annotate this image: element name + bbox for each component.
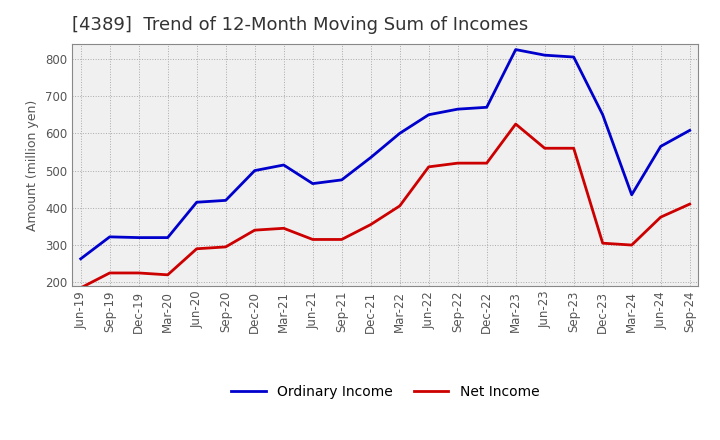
Net Income xyxy=(192,246,201,251)
Net Income xyxy=(221,244,230,249)
Line: Net Income: Net Income xyxy=(81,124,690,288)
Ordinary Income xyxy=(76,256,85,261)
Ordinary Income xyxy=(454,106,462,112)
Net Income xyxy=(395,203,404,209)
Ordinary Income xyxy=(657,144,665,149)
Ordinary Income xyxy=(598,112,607,117)
Net Income xyxy=(76,285,85,290)
Ordinary Income xyxy=(192,200,201,205)
Ordinary Income xyxy=(366,155,375,160)
Line: Ordinary Income: Ordinary Income xyxy=(81,50,690,259)
Net Income xyxy=(279,226,288,231)
Ordinary Income xyxy=(570,55,578,60)
Ordinary Income xyxy=(424,112,433,117)
Ordinary Income xyxy=(541,52,549,58)
Ordinary Income xyxy=(685,128,694,133)
Net Income xyxy=(366,222,375,227)
Net Income xyxy=(163,272,172,278)
Y-axis label: Amount (million yen): Amount (million yen) xyxy=(27,99,40,231)
Net Income xyxy=(105,270,114,275)
Net Income xyxy=(338,237,346,242)
Net Income xyxy=(454,161,462,166)
Net Income xyxy=(308,237,317,242)
Net Income xyxy=(685,202,694,207)
Text: [4389]  Trend of 12-Month Moving Sum of Incomes: [4389] Trend of 12-Month Moving Sum of I… xyxy=(72,16,528,34)
Ordinary Income xyxy=(511,47,520,52)
Net Income xyxy=(657,214,665,220)
Net Income xyxy=(424,164,433,169)
Ordinary Income xyxy=(482,105,491,110)
Net Income xyxy=(135,270,143,275)
Net Income xyxy=(511,121,520,127)
Ordinary Income xyxy=(105,234,114,239)
Net Income xyxy=(627,242,636,248)
Ordinary Income xyxy=(395,131,404,136)
Net Income xyxy=(598,241,607,246)
Ordinary Income xyxy=(135,235,143,240)
Net Income xyxy=(541,146,549,151)
Net Income xyxy=(251,227,259,233)
Ordinary Income xyxy=(338,177,346,183)
Legend: Ordinary Income, Net Income: Ordinary Income, Net Income xyxy=(225,380,545,405)
Ordinary Income xyxy=(627,192,636,198)
Ordinary Income xyxy=(221,198,230,203)
Ordinary Income xyxy=(308,181,317,186)
Ordinary Income xyxy=(163,235,172,240)
Net Income xyxy=(570,146,578,151)
Net Income xyxy=(482,161,491,166)
Ordinary Income xyxy=(279,162,288,168)
Ordinary Income xyxy=(251,168,259,173)
